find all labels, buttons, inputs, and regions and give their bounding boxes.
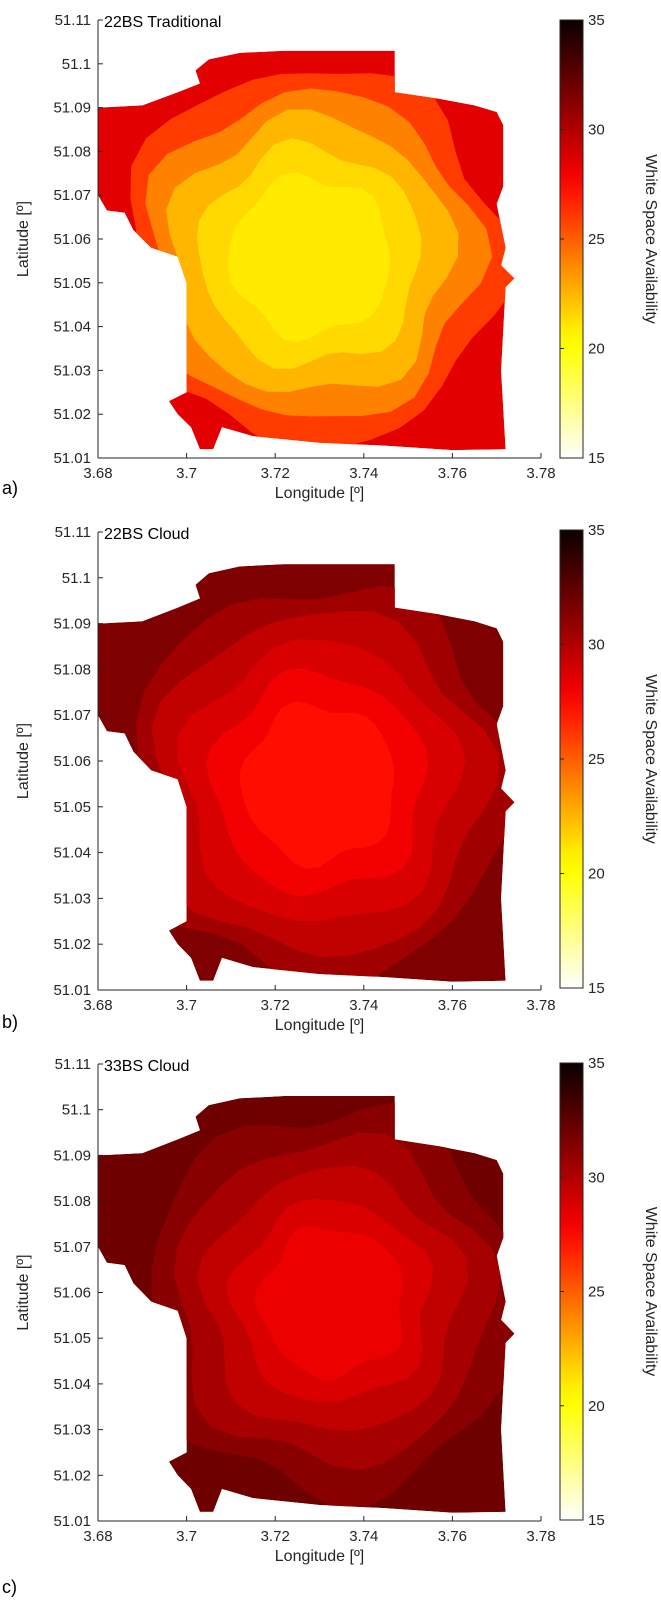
- y-tick-label: 51.08: [53, 1193, 91, 1210]
- x-axis-label: Longitude [º]: [275, 1548, 364, 1565]
- y-axis-label: Latitude [º]: [15, 1254, 32, 1330]
- x-tick-label: 3.7: [176, 1528, 197, 1545]
- y-tick-label: 51.05: [53, 799, 91, 816]
- colorbar-tick-label: 25: [588, 751, 605, 768]
- y-tick-label: 51.1: [62, 56, 91, 73]
- y-tick-label: 51.11: [55, 524, 91, 541]
- y-tick-label: 51.08: [53, 143, 91, 160]
- chart-title: 33BS Cloud: [104, 1058, 189, 1075]
- colorbar-label: White Space Availability: [642, 154, 659, 324]
- y-tick-label: 51.06: [53, 231, 91, 248]
- y-tick-label: 51.04: [53, 319, 91, 336]
- contour-level: [255, 1226, 404, 1381]
- y-tick-label: 51.02: [53, 936, 91, 953]
- chart-panel: 3.68 3.7 3.72 3.74 3.76 3.78 51.01 51.02 51.03 51…: [2, 1055, 659, 1597]
- panel-label: b): [2, 1012, 18, 1032]
- panel-label: a): [2, 478, 18, 498]
- panel-label: c): [2, 1577, 17, 1597]
- x-tick-label: 3.68: [83, 997, 112, 1014]
- x-tick-label: 3.68: [83, 1528, 112, 1545]
- chart-title: 22BS Traditional: [104, 14, 221, 31]
- x-tick-label: 3.7: [176, 465, 197, 482]
- y-axis-label: Latitude [º]: [15, 723, 32, 799]
- y-tick-label: 51.07: [53, 187, 91, 204]
- heatmap-levels: [98, 50, 515, 451]
- colorbar-tick-label: 15: [588, 980, 605, 997]
- y-tick-label: 51.11: [55, 12, 91, 29]
- y-tick-label: 51.07: [53, 1239, 91, 1256]
- y-tick-label: 51.03: [53, 362, 91, 379]
- colorbar-tick-label: 35: [588, 1055, 605, 1072]
- colorbar-tick-label: 20: [588, 866, 605, 883]
- y-tick-label: 51.02: [53, 406, 91, 423]
- x-tick-label: 3.78: [526, 997, 555, 1014]
- colorbar-tick-label: 20: [588, 1398, 605, 1415]
- heatmap-levels: [98, 1096, 515, 1513]
- y-tick-label: 51.01: [53, 450, 91, 467]
- y-tick-label: 51.02: [53, 1467, 91, 1484]
- y-tick-label: 51.03: [53, 1422, 91, 1439]
- x-tick-label: 3.72: [261, 997, 290, 1014]
- colorbar-tick-label: 35: [588, 12, 605, 29]
- y-tick-label: 51.01: [53, 1513, 91, 1530]
- y-tick-label: 51.09: [53, 100, 91, 117]
- x-tick-label: 3.74: [349, 1528, 378, 1545]
- contour-level: [228, 172, 390, 343]
- x-tick-label: 3.74: [349, 997, 378, 1014]
- x-tick-label: 3.74: [349, 465, 378, 482]
- x-tick-label: 3.72: [261, 465, 290, 482]
- heatmap-levels: [98, 564, 515, 982]
- y-tick-label: 51.1: [62, 1102, 91, 1119]
- colorbar-label: White Space Availability: [642, 1207, 659, 1377]
- chart-title: 22BS Cloud: [104, 526, 189, 543]
- colorbar-tick-label: 20: [588, 341, 605, 358]
- x-tick-label: 3.76: [438, 465, 467, 482]
- colorbar-tick-label: 25: [588, 1284, 605, 1301]
- x-axis-label: Longitude [º]: [275, 485, 364, 502]
- colorbar-tick-label: 30: [588, 1169, 605, 1186]
- y-tick-label: 51.06: [53, 1285, 91, 1302]
- x-tick-label: 3.78: [526, 465, 555, 482]
- y-tick-label: 51.11: [55, 1056, 91, 1073]
- x-tick-label: 3.76: [438, 1528, 467, 1545]
- colorbar-tick-label: 15: [588, 450, 605, 467]
- colorbar-tick-label: 25: [588, 231, 605, 248]
- y-tick-label: 51.07: [53, 707, 91, 724]
- x-tick-label: 3.76: [438, 997, 467, 1014]
- y-tick-label: 51.09: [53, 1147, 91, 1164]
- x-tick-label: 3.78: [526, 1528, 555, 1545]
- y-tick-label: 51.05: [53, 1330, 91, 1347]
- x-axis-label: Longitude [º]: [275, 1017, 364, 1034]
- x-tick-label: 3.68: [83, 465, 112, 482]
- chart-panel: 3.68 3.7 3.72 3.74 3.76 3.78 51.01 51.02 51.03 51…: [2, 522, 659, 1034]
- contour-level: [240, 701, 395, 869]
- y-tick-label: 51.06: [53, 753, 91, 770]
- x-tick-label: 3.7: [176, 997, 197, 1014]
- colorbar-tick-label: 15: [588, 1512, 605, 1529]
- y-tick-label: 51.04: [53, 845, 91, 862]
- y-tick-label: 51.04: [53, 1376, 91, 1393]
- chart-panel: 3.68 3.7 3.72 3.74 3.76 3.78 51.01 51.02 51.03 51…: [2, 12, 659, 502]
- y-axis-label: Latitude [º]: [15, 201, 32, 277]
- y-tick-label: 51.08: [53, 661, 91, 678]
- y-tick-label: 51.05: [53, 275, 91, 292]
- x-tick-label: 3.72: [261, 1528, 290, 1545]
- y-tick-label: 51.09: [53, 616, 91, 633]
- colorbar-tick-label: 30: [588, 637, 605, 654]
- y-tick-label: 51.01: [53, 982, 91, 999]
- colorbar-label: White Space Availability: [642, 674, 659, 844]
- colorbar-tick-label: 35: [588, 522, 605, 539]
- colorbar-tick-label: 30: [588, 122, 605, 139]
- y-tick-label: 51.03: [53, 890, 91, 907]
- y-tick-label: 51.1: [62, 570, 91, 587]
